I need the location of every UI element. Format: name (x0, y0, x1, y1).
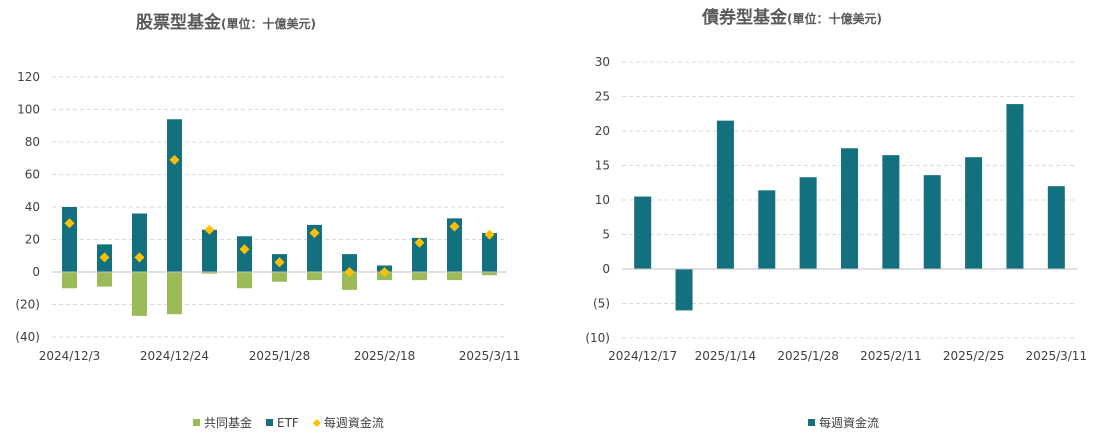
y-tick-label: (5) (593, 297, 610, 311)
data-point (239, 244, 250, 255)
data-point (204, 224, 215, 235)
data-point (134, 252, 145, 263)
legend-swatch (808, 419, 815, 426)
x-tick-label: 2025/2/18 (354, 349, 416, 363)
y-tick-label: (20) (15, 298, 40, 312)
y-tick-label: 120 (17, 70, 40, 84)
bar (167, 119, 182, 272)
bar (412, 237, 427, 272)
y-tick-label: 100 (17, 103, 40, 117)
data-point (414, 237, 425, 248)
data-point (344, 267, 355, 277)
chart-title: 股票型基金(單位：十億美元) (136, 12, 316, 33)
x-tick-label: 2025/1/28 (777, 349, 839, 363)
bar (634, 196, 652, 269)
bar (965, 157, 983, 269)
bar (167, 272, 182, 315)
bar (307, 224, 322, 272)
x-tick-label: 2025/2/11 (860, 349, 922, 363)
y-tick-label: (10) (585, 331, 610, 345)
bar (342, 254, 357, 272)
equity-fund-chart: 股票型基金(單位：十億美元) 120 100 80 60 40 20 0 (20) (40) 20… (15, 12, 521, 430)
bar (62, 207, 77, 272)
bar (923, 175, 941, 269)
legend-label: 每週資金流 (324, 415, 384, 430)
legend-swatch (312, 419, 321, 427)
bar (758, 190, 776, 269)
bond-fund-chart-svg: 債券型基金(單位：十億美元) 30 25 20 15 10 5 0 (5) (10) 2024/1… (585, 7, 1088, 430)
chart-title-main: 股票型基金 (136, 12, 222, 33)
y-tick-label: (40) (15, 330, 40, 344)
data-point (379, 267, 390, 277)
y-tick-label: 0 (32, 265, 40, 279)
y-tick-label: 0 (602, 262, 610, 276)
bar (237, 272, 252, 289)
data-point (274, 257, 285, 268)
x-tick-label: 2024/12/3 (39, 349, 101, 363)
y-tick-label: 10 (595, 193, 610, 207)
data-point (64, 218, 75, 229)
data-point (484, 229, 495, 240)
legend-label: ETF (277, 416, 299, 430)
y-tick-label: 80 (25, 135, 40, 149)
bar (272, 272, 287, 282)
legend-label: 每週資金流 (819, 415, 879, 430)
x-tick-label: 2025/3/11 (1026, 349, 1088, 363)
bond-fund-chart: 債券型基金(單位：十億美元) 30 25 20 15 10 5 0 (5) (10) 2024/1… (552, 0, 1104, 443)
bar (202, 272, 217, 274)
legend-swatch (266, 419, 274, 426)
x-tick-label: 2024/12/24 (140, 349, 209, 363)
y-tick-label: 25 (595, 90, 610, 104)
legend-label: 共同基金 (204, 415, 252, 430)
bar (202, 229, 217, 272)
bar (882, 155, 900, 269)
data-point (169, 154, 180, 165)
bar (62, 272, 77, 289)
chart-title-main: 債券型基金 (701, 7, 788, 28)
y-tick-label: 30 (595, 55, 610, 69)
legend-swatch (193, 419, 200, 426)
y-tick-label: 20 (595, 124, 610, 138)
bar (482, 272, 497, 276)
bar (482, 233, 497, 272)
y-tick-label: 60 (25, 168, 40, 182)
bar (412, 272, 427, 281)
x-tick-label: 2025/3/11 (459, 349, 521, 363)
bar (342, 272, 357, 290)
equity-fund-chart-svg: 股票型基金(單位：十億美元) 120 100 80 60 40 20 0 (20) (40) 20… (15, 12, 521, 430)
y-tick-label: 15 (595, 159, 610, 173)
x-tick-label: 2024/12/17 (608, 349, 677, 363)
bar (675, 269, 693, 311)
bar (132, 213, 147, 272)
chart-title: 債券型基金(單位：十億美元) (701, 7, 882, 28)
chart-title-unit: (單位：十億美元) (787, 11, 882, 26)
data-point (309, 228, 320, 238)
bar (799, 177, 817, 269)
y-tick-label: 40 (25, 200, 40, 214)
data-point (99, 252, 110, 263)
x-tick-label: 2025/2/25 (943, 349, 1005, 363)
bar (97, 272, 112, 287)
y-tick-label: 5 (602, 228, 610, 242)
bar (1047, 186, 1065, 269)
bar (132, 272, 147, 316)
bar (447, 218, 462, 272)
bar (1006, 104, 1024, 269)
bar (716, 120, 734, 270)
chart-title-unit: (單位：十億美元) (221, 16, 316, 31)
x-tick-label: 2025/1/28 (249, 349, 311, 363)
bar (447, 272, 462, 281)
data-point (449, 221, 460, 232)
x-tick-label: 2025/1/14 (695, 349, 757, 363)
bar (307, 272, 322, 281)
y-tick-label: 20 (25, 233, 40, 247)
bar (841, 148, 858, 269)
